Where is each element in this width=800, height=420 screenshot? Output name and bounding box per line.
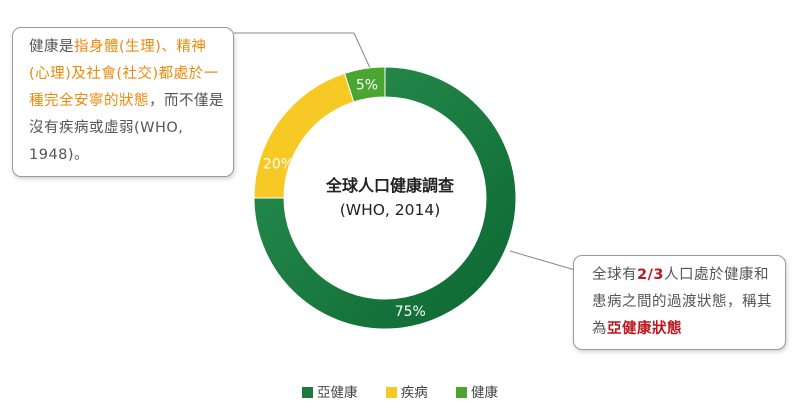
legend-item: 疾病 (385, 381, 428, 401)
legend-swatch (301, 387, 313, 398)
slice-value-label: 5% (356, 77, 378, 93)
callout-text: ，而不僅是沒有疾病或虛弱(WHO, 1948)。 (29, 93, 224, 163)
slice-value-label: 20% (263, 156, 294, 172)
callout-right-leader-line (509, 250, 576, 271)
donut-slice (343, 66, 386, 103)
donut-slice (253, 66, 517, 330)
legend-swatch (456, 387, 468, 398)
subhealth-callout: 全球有2/3人口處於健康和患病之間的過渡狀態，稱其為亞健康狀態 (573, 255, 786, 350)
callout-text: 健康是 (29, 39, 74, 55)
callout-text: 人口處於健康和患病之間的過渡狀態，稱其為 (592, 267, 772, 337)
slice-value-label: 75% (395, 304, 426, 320)
callout-highlight-fraction: 2/3 (637, 267, 664, 283)
chart-legend: 亞健康 疾病 健康 (0, 381, 800, 401)
callout-text: 全球有 (592, 267, 637, 283)
callout-highlight-text: 指身體(生理)、精神(心理)及社會(社交)都處於一種完全安寧的狀態 (29, 39, 219, 109)
chart-title: 全球人口健康調查 (325, 176, 454, 195)
chart-subtitle: (WHO, 2014) (339, 201, 441, 219)
legend-item: 亞健康 (301, 381, 358, 401)
legend-label: 健康 (471, 385, 499, 401)
callout-left-leader-line (353, 32, 371, 69)
legend-label: 疾病 (400, 385, 428, 401)
legend-label: 亞健康 (316, 385, 358, 401)
legend-item: 健康 (456, 381, 498, 401)
callout-highlight-term: 亞健康狀態 (607, 321, 682, 337)
legend-swatch (385, 387, 397, 398)
health-definition-callout: 健康是指身體(生理)、精神(心理)及社會(社交)都處於一種完全安寧的狀態，而不僅… (12, 27, 234, 177)
